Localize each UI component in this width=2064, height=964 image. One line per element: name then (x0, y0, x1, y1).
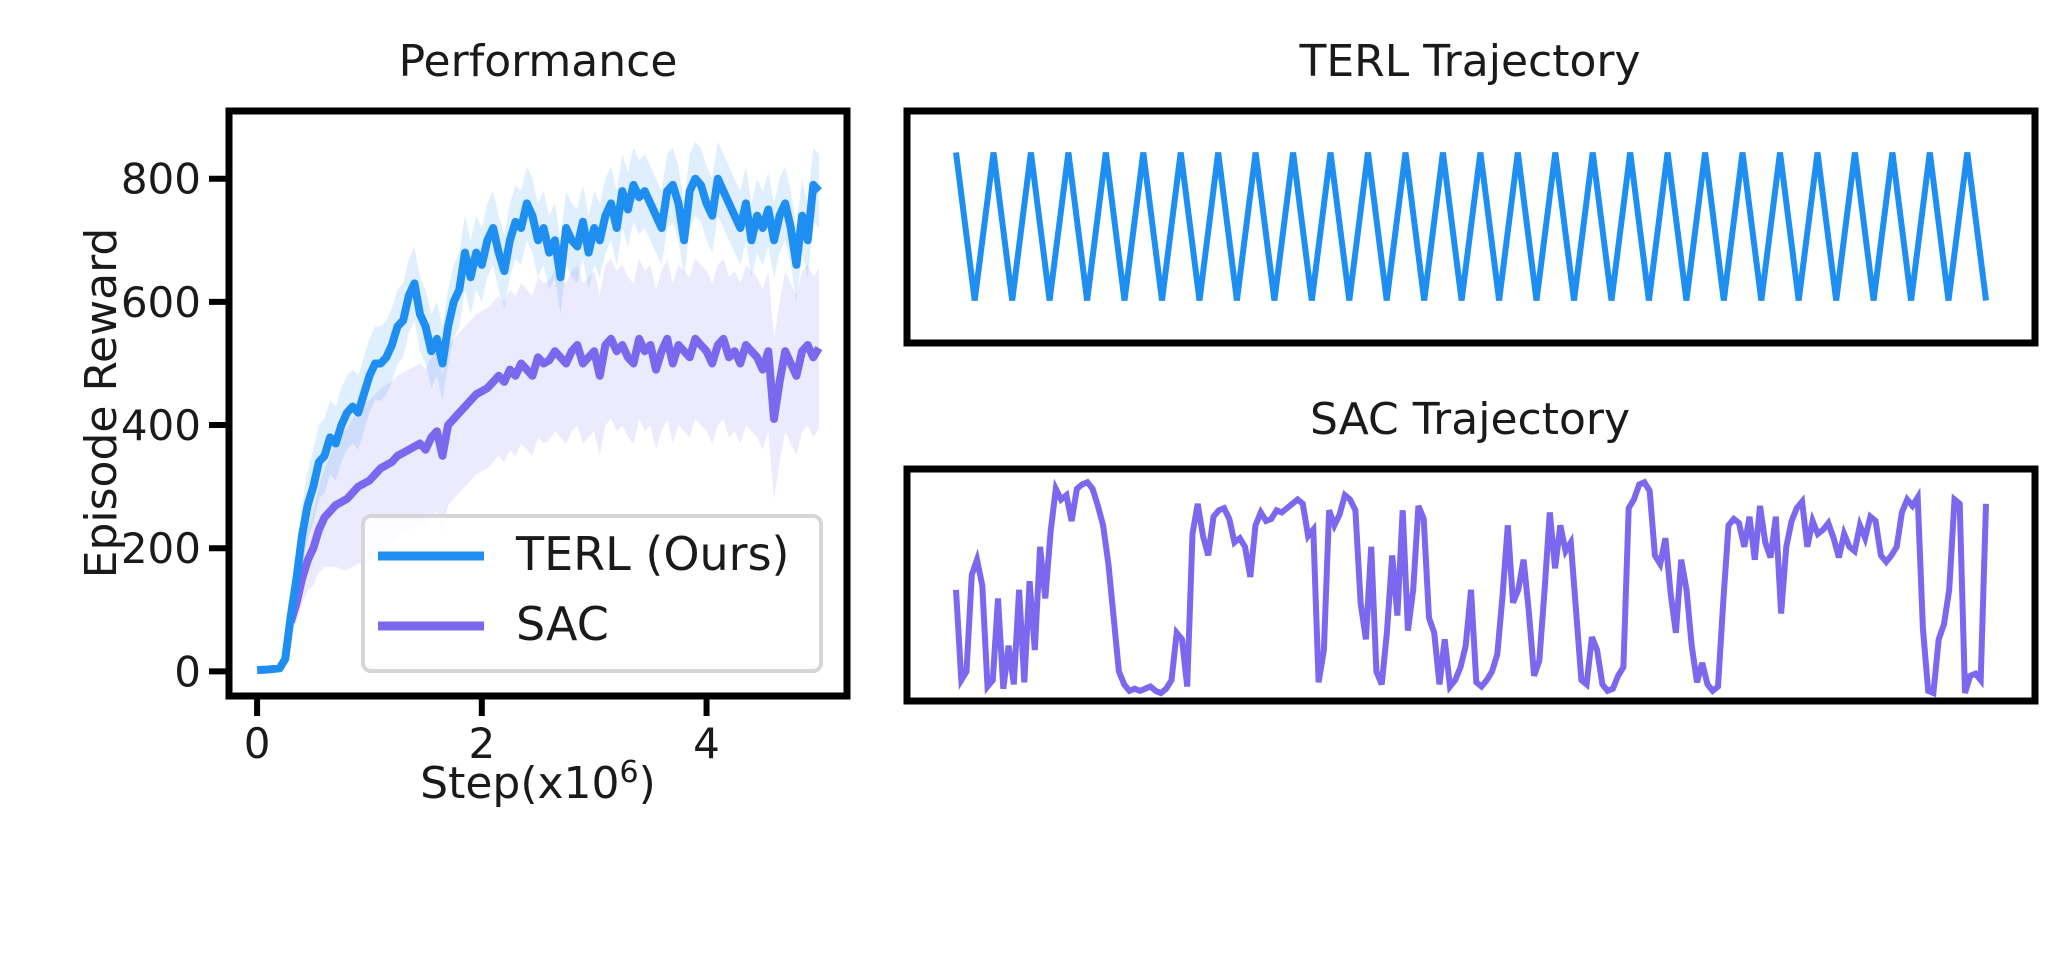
sac-trajectory-line (953, 478, 1989, 698)
legend: TERL (Ours) SAC (361, 514, 823, 673)
performance-panel: Performance 0 2 4 0 200 400 600 800 TERL (Ours)… (76, 36, 851, 809)
terl-trajectory-title: TERL Trajectory (1299, 36, 1641, 87)
x-tick-label: 2 (468, 719, 495, 768)
sac-trajectory-frame (903, 465, 2039, 705)
performance-title: Performance (399, 36, 678, 87)
terl-trajectory-path (953, 152, 1989, 301)
x-tick-label: 4 (693, 719, 720, 768)
sac-trajectory-title: SAC Trajectory (1310, 394, 1630, 445)
performance-ticks: 0 2 4 0 200 400 600 800 (121, 155, 720, 768)
terl-trajectory-frame (903, 107, 2039, 347)
x-axis-label-main: Step(x10 (420, 758, 619, 809)
performance-lines (256, 174, 823, 675)
terl-trajectory-line (953, 152, 1989, 301)
x-axis-label: Step(x106) (420, 755, 656, 809)
series-line-terl (256, 174, 822, 675)
legend-label-sac: SAC (516, 597, 609, 651)
x-tick-label: 0 (244, 719, 271, 768)
sac-trajectory-panel: SAC Trajectory (903, 394, 2039, 705)
legend-label-terl: TERL (Ours) (515, 527, 790, 581)
y-tick-label: 600 (121, 278, 201, 327)
y-tick-label: 200 (121, 524, 201, 573)
x-axis-label-sup: 6 (620, 755, 639, 790)
y-tick-label: 800 (121, 155, 201, 204)
terl-trajectory-panel: TERL Trajectory (903, 36, 2039, 347)
performance-axes-frame (225, 107, 851, 700)
y-tick-label: 400 (121, 401, 201, 450)
band-terl (257, 141, 819, 672)
sac-trajectory-path (953, 478, 1989, 698)
series-line-sac (286, 334, 823, 624)
x-axis-label-close: ) (639, 758, 656, 809)
y-axis-label: Episode Reward (76, 228, 127, 579)
y-tick-label: 0 (174, 647, 201, 696)
